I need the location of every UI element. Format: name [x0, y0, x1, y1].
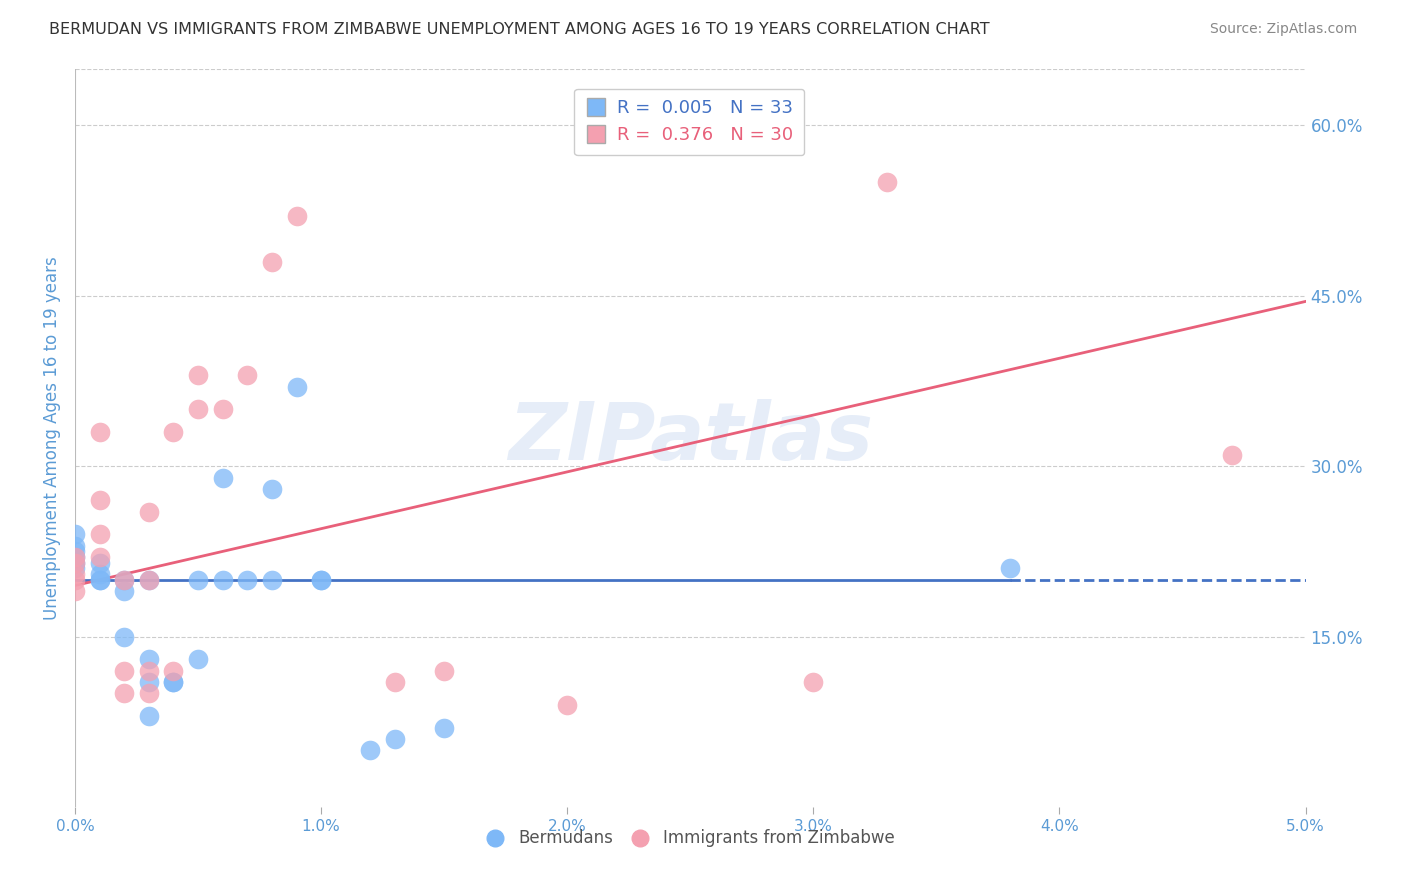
- Point: [236, 368, 259, 383]
- Point: [63, 527, 86, 541]
- Text: ZIPatlas: ZIPatlas: [508, 399, 873, 477]
- Point: [138, 573, 160, 587]
- Point: [384, 731, 406, 746]
- Point: [260, 254, 283, 268]
- Point: [162, 675, 184, 690]
- Point: [63, 584, 86, 599]
- Point: [138, 652, 160, 666]
- Point: [89, 550, 111, 565]
- Point: [285, 379, 308, 393]
- Point: [236, 573, 259, 587]
- Point: [138, 664, 160, 678]
- Point: [162, 675, 184, 690]
- Point: [112, 664, 135, 678]
- Point: [63, 567, 86, 582]
- Point: [285, 209, 308, 223]
- Point: [260, 482, 283, 496]
- Point: [63, 550, 86, 565]
- Point: [187, 368, 209, 383]
- Point: [112, 573, 135, 587]
- Point: [89, 527, 111, 541]
- Point: [63, 573, 86, 587]
- Point: [187, 402, 209, 417]
- Text: Source: ZipAtlas.com: Source: ZipAtlas.com: [1209, 22, 1357, 37]
- Point: [89, 425, 111, 439]
- Point: [89, 556, 111, 570]
- Point: [112, 573, 135, 587]
- Point: [138, 675, 160, 690]
- Point: [63, 544, 86, 558]
- Point: [89, 567, 111, 582]
- Point: [138, 505, 160, 519]
- Point: [63, 556, 86, 570]
- Point: [187, 652, 209, 666]
- Point: [555, 698, 578, 712]
- Point: [63, 561, 86, 575]
- Point: [309, 573, 332, 587]
- Point: [384, 675, 406, 690]
- Point: [162, 425, 184, 439]
- Point: [211, 402, 233, 417]
- Point: [138, 686, 160, 700]
- Point: [112, 686, 135, 700]
- Point: [138, 709, 160, 723]
- Point: [89, 573, 111, 587]
- Point: [63, 550, 86, 565]
- Point: [309, 573, 332, 587]
- Point: [433, 721, 456, 735]
- Point: [112, 584, 135, 599]
- Point: [433, 664, 456, 678]
- Point: [63, 539, 86, 553]
- Y-axis label: Unemployment Among Ages 16 to 19 years: Unemployment Among Ages 16 to 19 years: [44, 256, 60, 620]
- Point: [138, 573, 160, 587]
- Point: [211, 573, 233, 587]
- Point: [998, 561, 1021, 575]
- Point: [187, 573, 209, 587]
- Point: [801, 675, 824, 690]
- Point: [359, 743, 381, 757]
- Point: [1220, 448, 1243, 462]
- Text: BERMUDAN VS IMMIGRANTS FROM ZIMBABWE UNEMPLOYMENT AMONG AGES 16 TO 19 YEARS CORR: BERMUDAN VS IMMIGRANTS FROM ZIMBABWE UNE…: [49, 22, 990, 37]
- Point: [260, 573, 283, 587]
- Point: [89, 573, 111, 587]
- Point: [162, 664, 184, 678]
- Point: [63, 556, 86, 570]
- Point: [876, 175, 898, 189]
- Legend: Bermudans, Immigrants from Zimbabwe: Bermudans, Immigrants from Zimbabwe: [478, 822, 901, 855]
- Point: [211, 470, 233, 484]
- Point: [112, 630, 135, 644]
- Point: [89, 493, 111, 508]
